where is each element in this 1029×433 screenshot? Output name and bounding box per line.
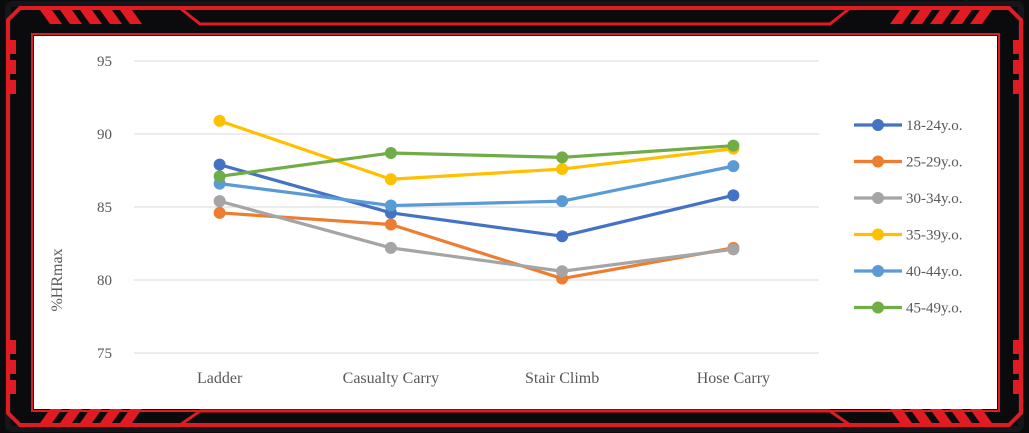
- data-point: [727, 189, 740, 202]
- legend-swatch-marker: [872, 228, 884, 241]
- x-tick-label: Casualty Carry: [343, 370, 439, 387]
- data-point: [556, 195, 569, 208]
- x-tick-label: Stair Climb: [525, 370, 599, 387]
- data-point: [213, 206, 226, 219]
- series-25-29y.o.: [213, 206, 740, 285]
- data-point: [384, 218, 397, 231]
- series-lines: [213, 114, 740, 285]
- gridlines: [134, 60, 819, 354]
- legend-swatch-marker: [872, 192, 884, 204]
- series-line: [219, 199, 734, 273]
- y-tick-labels: 95 90 85 80 75: [97, 54, 112, 362]
- data-point: [556, 230, 569, 243]
- data-point: [213, 114, 226, 127]
- legend-item: 45-49y.o.: [854, 301, 963, 317]
- y-tick-label: 75: [97, 346, 112, 362]
- legend-label: 25-29y.o.: [906, 155, 963, 171]
- series-30-34y.o.: [213, 195, 740, 278]
- legend-item: 35-39y.o.: [854, 228, 963, 244]
- legend-item: 18-24y.o.: [854, 118, 963, 134]
- legend-swatch-marker: [872, 155, 884, 168]
- y-tick-label: 90: [97, 127, 112, 143]
- data-point: [727, 160, 740, 173]
- data-point: [727, 139, 740, 152]
- data-point: [213, 195, 226, 208]
- y-tick-label: 85: [97, 200, 112, 216]
- legend-swatch-marker: [872, 301, 884, 314]
- legend-swatch-marker: [872, 265, 884, 277]
- legend: 18-24y.o. 25-29y.o. 30-34y.o. 35-39y.o. 40-4…: [854, 118, 963, 317]
- y-tick-label: 80: [97, 273, 112, 289]
- data-point: [727, 243, 740, 256]
- data-point: [384, 173, 397, 186]
- data-point: [384, 199, 397, 212]
- data-point: [384, 146, 397, 159]
- legend-label: 35-39y.o.: [906, 228, 963, 244]
- data-point: [556, 151, 569, 164]
- x-tick-label: Hose Carry: [697, 370, 770, 387]
- series-18-24y.o.: [213, 158, 740, 243]
- data-point: [556, 265, 569, 278]
- y-tick-label: 95: [97, 54, 112, 70]
- series-line: [219, 164, 734, 208]
- series-line: [219, 211, 734, 281]
- legend-label: 18-24y.o.: [906, 118, 963, 134]
- data-point: [384, 241, 397, 254]
- data-point: [556, 163, 569, 176]
- series-line: [219, 163, 734, 238]
- x-tick-label: Ladder: [197, 370, 243, 387]
- y-axis-label: %HRmax: [49, 248, 66, 311]
- chart-panel: 95 90 85 80 75 Ladder Casualty Carry Stair Cli…: [34, 36, 997, 409]
- legend-item: 40-44y.o.: [854, 264, 963, 280]
- data-point: [213, 158, 226, 171]
- data-point: [213, 170, 226, 183]
- legend-item: 30-34y.o.: [854, 191, 963, 207]
- series-45-49y.o.: [213, 139, 740, 183]
- series-line: [219, 119, 734, 181]
- legend-label: 45-49y.o.: [906, 301, 963, 317]
- series-line: [219, 144, 734, 178]
- legend-label: 40-44y.o.: [906, 264, 963, 280]
- legend-swatch-marker: [872, 119, 884, 131]
- x-tick-labels: Ladder Casualty Carry Stair Climb Hose Carr…: [197, 370, 770, 387]
- legend-item: 25-29y.o.: [854, 155, 963, 171]
- line-chart: 95 90 85 80 75 Ladder Casualty Carry Stair Cli…: [49, 54, 963, 387]
- series-35-39y.o.: [213, 114, 740, 186]
- legend-label: 30-34y.o.: [906, 191, 963, 207]
